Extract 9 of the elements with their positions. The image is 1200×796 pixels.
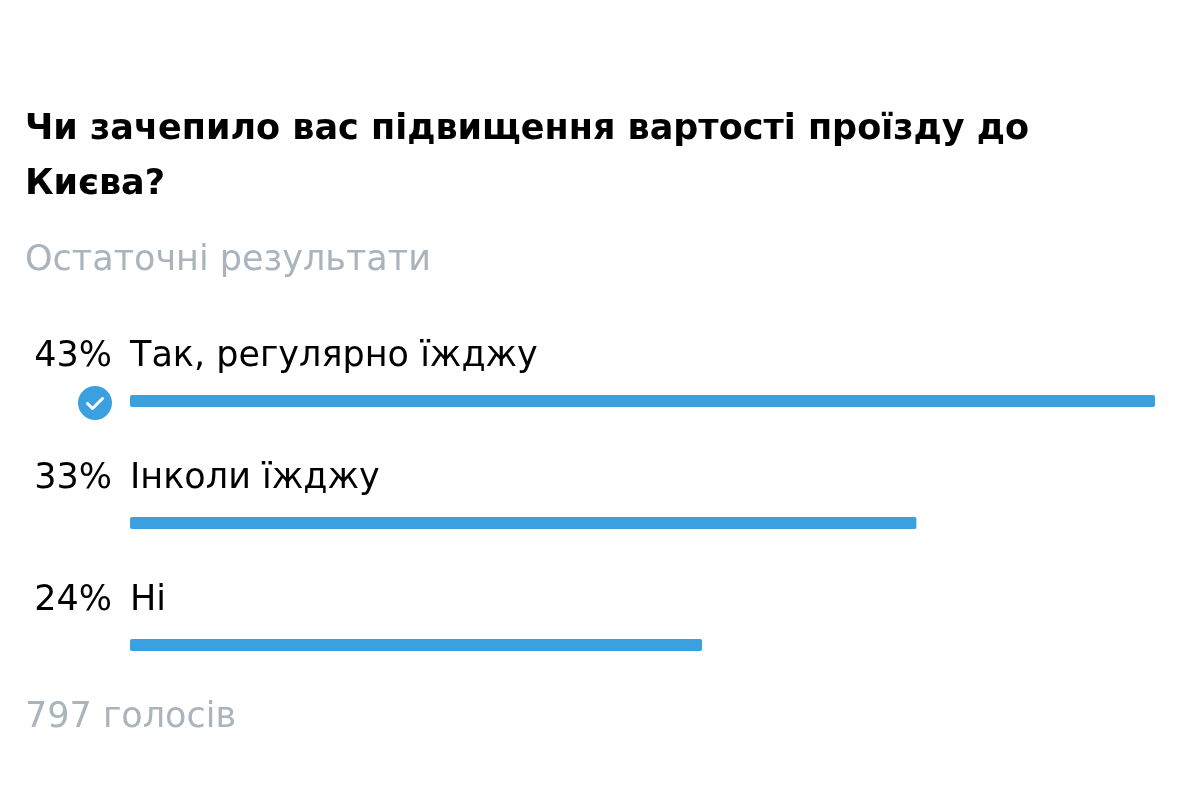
chart-subtitle: Остаточні результати xyxy=(25,237,431,280)
y-tick-label: Так, регулярно їжджу xyxy=(129,334,538,374)
text: 797 голосів xyxy=(25,694,237,737)
data-label: 33% xyxy=(34,456,112,496)
data-label: 24% xyxy=(34,578,112,618)
y-tick-label: Ні xyxy=(130,578,167,618)
y-tick-label: Інколи їжджу xyxy=(130,456,380,496)
chart-title: Чи зачепило вас підвищення вартості проїзду до Києва? xyxy=(25,106,1031,204)
data-label: 43% xyxy=(34,334,112,374)
